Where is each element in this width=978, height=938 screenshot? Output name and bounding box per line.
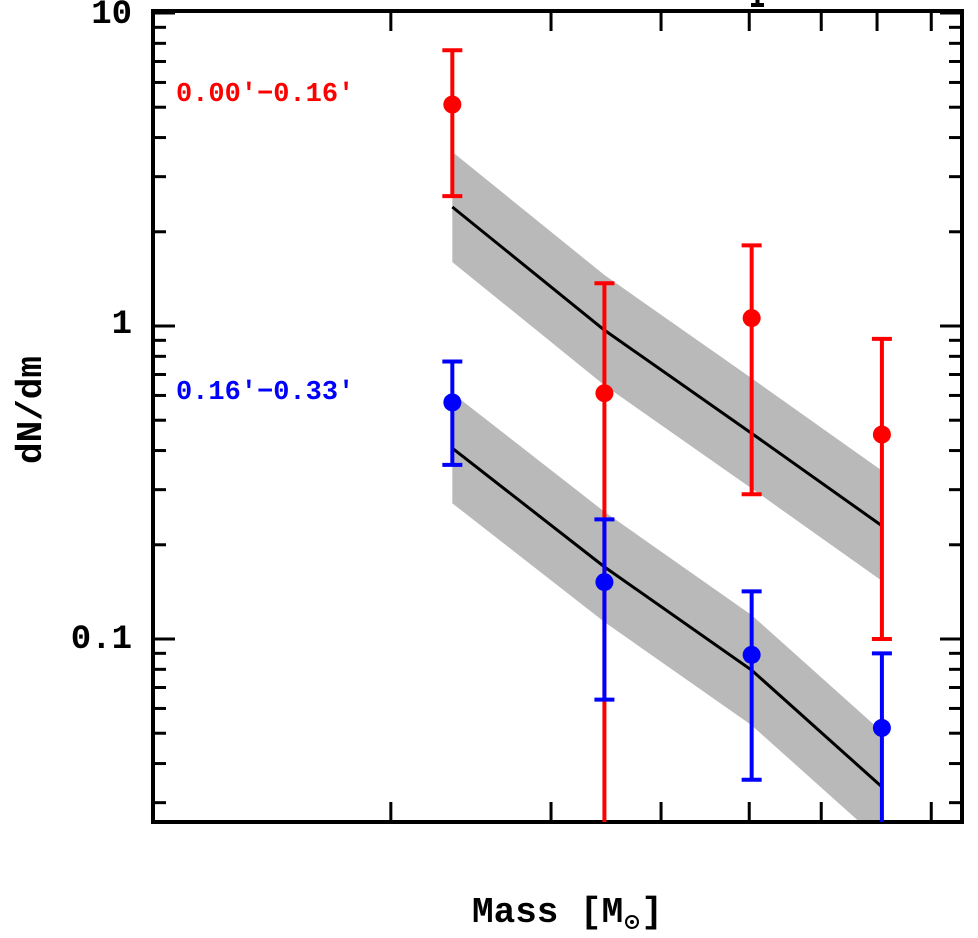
data-point xyxy=(742,309,761,328)
fit-line xyxy=(451,205,883,528)
data-point xyxy=(872,718,891,737)
confidence-band xyxy=(452,393,882,822)
x-axis-title-close: ] xyxy=(641,892,663,933)
legend-item-red: 0.00'−0.16' xyxy=(176,80,355,110)
y-tick-label-1: 1 xyxy=(111,306,132,344)
y-axis-title: dN/dm xyxy=(11,355,52,465)
data-point xyxy=(443,393,462,412)
plot-frame xyxy=(151,9,964,824)
fit-line xyxy=(451,447,883,788)
confidence-band xyxy=(452,151,882,581)
data-point xyxy=(742,645,761,664)
x-axis-title-text: Mass [M xyxy=(472,892,624,933)
sun-symbol-dot xyxy=(630,920,635,924)
data-point xyxy=(595,573,614,592)
x-axis-title: Mass [M] xyxy=(472,893,663,933)
error-bars xyxy=(442,359,892,822)
data-points xyxy=(443,95,891,444)
y-tick-label-0p1: 0.1 xyxy=(70,621,132,659)
data-point xyxy=(443,95,462,114)
cropped-title-remnant xyxy=(751,0,764,7)
data-points xyxy=(443,393,891,737)
legend-item-blue: 0.16'−0.33' xyxy=(176,378,355,408)
y-tick-label-10: 10 xyxy=(91,0,132,34)
data-point xyxy=(872,425,891,444)
sun-symbol-icon xyxy=(625,915,640,929)
data-point xyxy=(595,384,614,403)
